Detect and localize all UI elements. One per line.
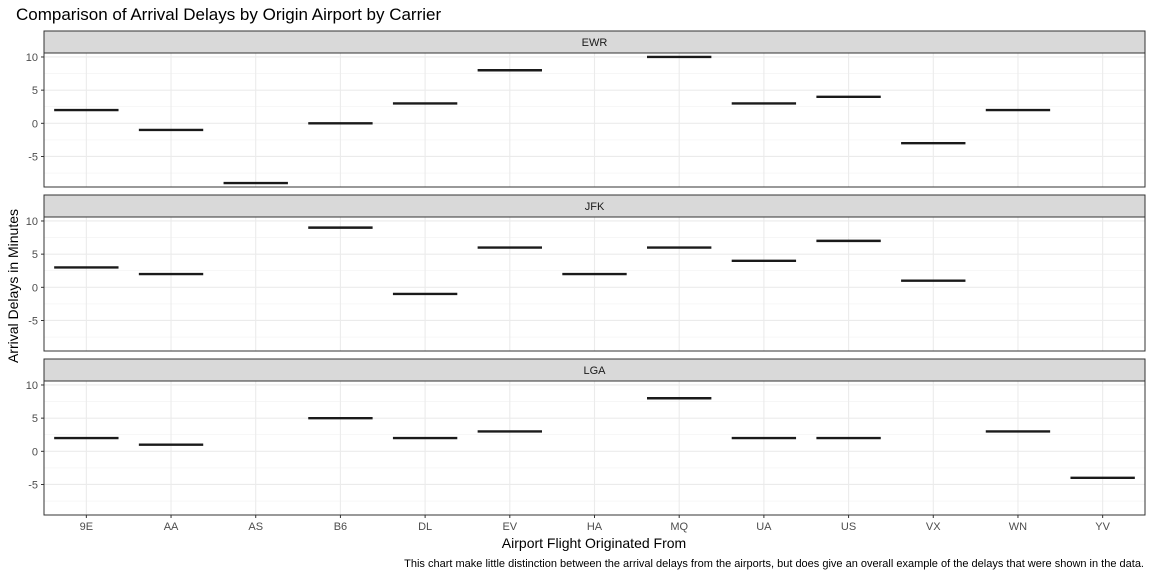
facet-strip-label: JFK (585, 201, 605, 213)
chart-caption: This chart make little distinction betwe… (404, 558, 1144, 570)
y-tick-label: 10 (26, 216, 38, 228)
x-tick-label-ua: UA (756, 521, 772, 533)
y-tick-label: 5 (32, 413, 38, 425)
x-axis: 9E AA AS B6 DL EV HA MQ UA US VX WN YV (80, 515, 1111, 533)
y-tick-label: -5 (28, 479, 38, 491)
facet-strip-label: EWR (582, 37, 608, 49)
y-tick-label: 0 (32, 282, 38, 294)
y-tick-label: 0 (32, 118, 38, 130)
y-tick-label: 10 (26, 380, 38, 392)
x-tick-label-dl: DL (418, 521, 432, 533)
y-tick-label: 10 (26, 52, 38, 64)
x-tick-label-us: US (841, 521, 856, 533)
facet-panel-ewr: EWR -5 0 5 10 (26, 30, 1146, 188)
y-tick-label: 5 (32, 249, 38, 261)
x-axis-title: Airport Flight Originated From (502, 535, 686, 551)
y-tick-label: 0 (32, 446, 38, 458)
y-tick-label: -5 (28, 151, 38, 163)
facet-panel-jfk: JFK -5 0 5 10 (26, 194, 1146, 352)
x-tick-label-b6: B6 (334, 521, 347, 533)
x-tick-label-9e: 9E (80, 521, 93, 533)
chart-title: Comparison of Arrival Delays by Origin A… (16, 5, 441, 24)
x-tick-label-ha: HA (587, 521, 603, 533)
panel-border (43, 216, 1146, 352)
facet-panel-lga: LGA -5 0 5 10 (26, 358, 1146, 516)
y-axis-title: Arrival Delays in Minutes (5, 209, 21, 363)
y-tick-label: 5 (32, 85, 38, 97)
y-tick-label: -5 (28, 315, 38, 327)
facet-strip-label: LGA (583, 365, 606, 377)
x-tick-label-yv: YV (1095, 521, 1110, 533)
x-tick-label-mq: MQ (670, 521, 688, 533)
panel-border (43, 52, 1146, 188)
x-tick-label-as: AS (248, 521, 263, 533)
facet-panels: EWR -5 0 5 10 JFK -5 0 5 10 LGA -5 0 5 10 (26, 30, 1146, 516)
x-tick-label-vx: VX (926, 521, 941, 533)
x-tick-label-ev: EV (502, 521, 517, 533)
x-tick-label-wn: WN (1009, 521, 1027, 533)
x-tick-label-aa: AA (164, 521, 179, 533)
